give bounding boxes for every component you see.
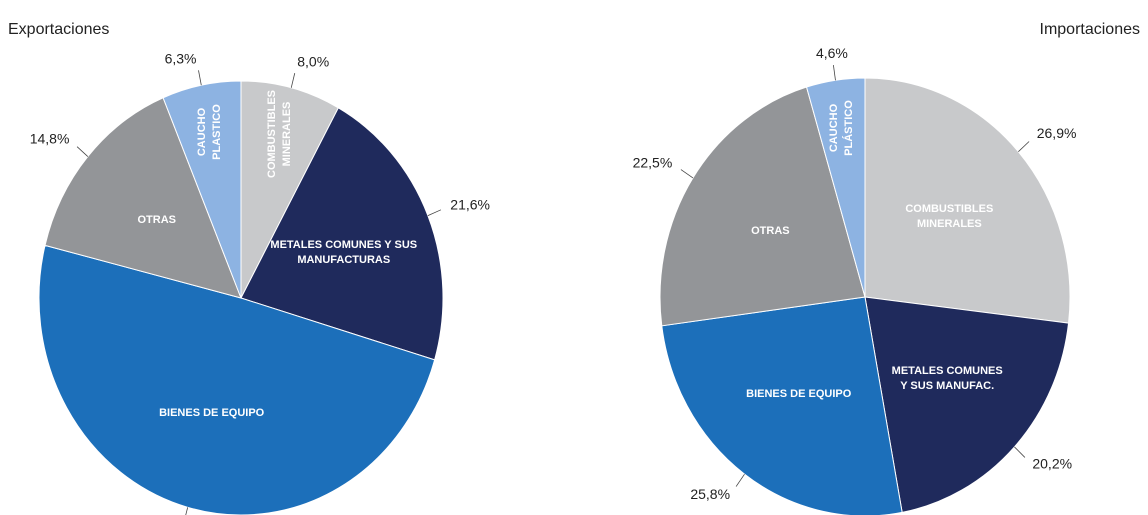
value-label: 26,9% bbox=[1037, 125, 1077, 141]
category-label: CAUCHO PLASTICO bbox=[196, 104, 224, 160]
pie-slice bbox=[864, 77, 1071, 324]
category-label: BIENES DE EQUIPO bbox=[159, 406, 265, 419]
leader-line bbox=[833, 65, 836, 81]
value-label: 22,5% bbox=[633, 154, 673, 170]
chart-title: Exportaciones bbox=[8, 21, 109, 38]
leader-line bbox=[1018, 141, 1030, 152]
value-label: 6,3% bbox=[165, 50, 197, 66]
category-label: OTRAS bbox=[137, 213, 176, 226]
category-label: METALES COMUNES Y SUS MANUFAC. bbox=[891, 365, 1003, 393]
leader-line bbox=[1014, 446, 1026, 458]
value-label: 14,8% bbox=[30, 130, 70, 146]
value-label: 21,6% bbox=[450, 196, 490, 212]
pie-slice bbox=[38, 244, 436, 515]
category-label: METALES COMUNES Y SUS MANUFACTURAS bbox=[270, 238, 418, 266]
category-label: OTRAS bbox=[751, 225, 790, 237]
pie-slice bbox=[864, 296, 1070, 513]
category-label: COMBUSTIBLES MINERALES bbox=[905, 203, 994, 231]
leader-line bbox=[290, 73, 296, 88]
category-label: COMBUSTIBLES MINERALES bbox=[266, 90, 294, 179]
leader-line bbox=[735, 473, 745, 487]
category-label: CAUCHO PLÁSTICO bbox=[827, 100, 855, 156]
pie-slice bbox=[661, 296, 903, 515]
pie-slice bbox=[240, 107, 444, 361]
pie-slice bbox=[240, 80, 339, 299]
leader-line bbox=[76, 146, 89, 157]
category-label: BIENES DE EQUIPO bbox=[746, 387, 852, 400]
value-label: 4,6% bbox=[816, 45, 848, 61]
leader-line bbox=[680, 169, 694, 179]
leader-line bbox=[427, 209, 442, 216]
pie-slice bbox=[162, 80, 242, 299]
chart-title: Importaciones bbox=[1040, 21, 1141, 38]
value-label: 8,0% bbox=[297, 53, 329, 69]
pie-slice bbox=[44, 97, 242, 299]
leader-line bbox=[198, 70, 202, 86]
value-label: 20,2% bbox=[1032, 456, 1072, 472]
leader-line bbox=[185, 507, 189, 515]
value-label: 25,8% bbox=[690, 486, 730, 502]
